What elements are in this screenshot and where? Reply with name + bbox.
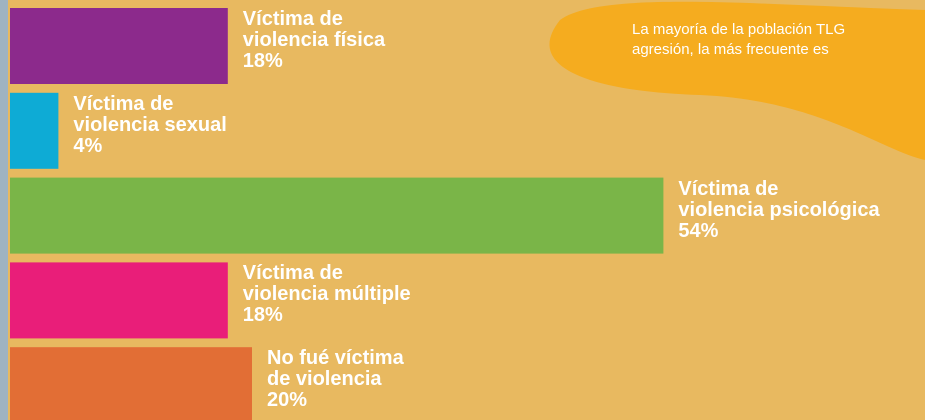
value-label: 18% — [243, 305, 411, 326]
category-label: Víctima de violencia múltiple — [243, 263, 411, 305]
annotation: La mayoría de la población TLG agresión,… — [632, 20, 925, 60]
category-label: No fué víctima de violencia — [267, 348, 404, 390]
bar — [10, 8, 228, 84]
category-label: Víctima de violencia física — [243, 9, 385, 51]
value-label: 54% — [678, 221, 879, 242]
category-label: Víctima de violencia psicológica — [678, 179, 879, 221]
value-label: 20% — [267, 390, 404, 411]
value-label: 4% — [73, 136, 226, 157]
bar — [10, 347, 252, 420]
infographic: La mayoría de la población TLG agresión,… — [0, 0, 925, 420]
bar — [10, 178, 663, 254]
bar — [10, 93, 58, 169]
value-label: 18% — [243, 51, 385, 72]
bar — [10, 262, 228, 338]
category-label: Víctima de violencia sexual — [73, 94, 226, 136]
left-strip — [0, 0, 8, 420]
